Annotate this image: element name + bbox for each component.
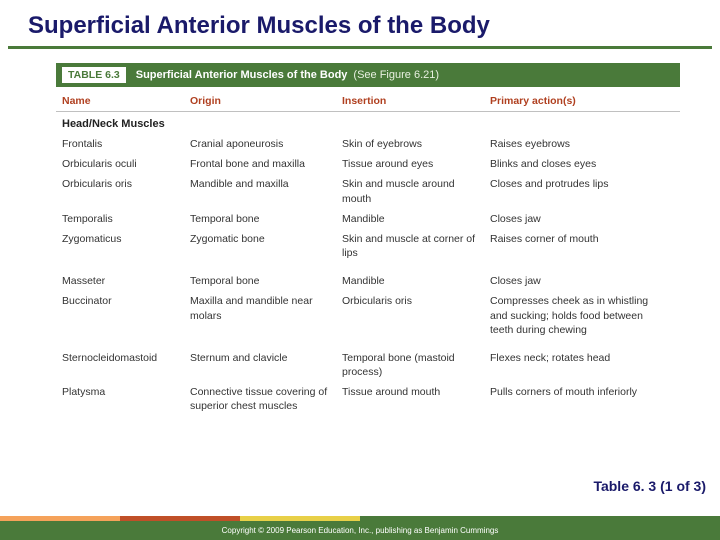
table-row: MasseterTemporal boneMandibleCloses jaw: [56, 271, 680, 291]
cell-name: Buccinator: [62, 294, 190, 337]
table-row: Orbicularis orisMandible and maxillaSkin…: [56, 174, 680, 208]
table-header-title: Superficial Anterior Muscles of the Body: [136, 69, 348, 81]
cell-insertion: Tissue around eyes: [342, 157, 490, 171]
cell-action: Raises eyebrows: [490, 137, 674, 151]
cell-insertion: Skin and muscle at corner of lips: [342, 232, 490, 260]
cell-insertion: Tissue around mouth: [342, 385, 490, 413]
cell-origin: Temporal bone: [190, 212, 342, 226]
table-row: ZygomaticusZygomatic boneSkin and muscle…: [56, 229, 680, 263]
table-number-badge: TABLE 6.3: [62, 67, 126, 83]
cell-name: Masseter: [62, 274, 190, 288]
table-row: SternocleidomastoidSternum and clavicleT…: [56, 348, 680, 382]
col-header-action: Primary action(s): [490, 95, 674, 107]
col-header-origin: Origin: [190, 95, 342, 107]
cell-origin: Maxilla and mandible near molars: [190, 294, 342, 337]
table-header-bar: TABLE 6.3 Superficial Anterior Muscles o…: [56, 63, 680, 87]
cell-insertion: Orbicularis oris: [342, 294, 490, 337]
cell-origin: Temporal bone: [190, 274, 342, 288]
table-container: TABLE 6.3 Superficial Anterior Muscles o…: [56, 63, 680, 417]
table-row: TemporalisTemporal boneMandibleCloses ja…: [56, 209, 680, 229]
cell-insertion: Temporal bone (mastoid process): [342, 351, 490, 379]
table-header-ref: (See Figure 6.21): [353, 69, 439, 81]
cell-insertion: Skin and muscle around mouth: [342, 177, 490, 205]
section-heading: Head/Neck Muscles: [56, 112, 680, 134]
cell-origin: Sternum and clavicle: [190, 351, 342, 379]
table-caption: Table 6. 3 (1 of 3): [593, 478, 706, 494]
title-underline: [8, 46, 712, 49]
cell-name: Platysma: [62, 385, 190, 413]
table-body: FrontalisCranial aponeurosisSkin of eyeb…: [56, 134, 680, 417]
cell-name: Orbicularis oris: [62, 177, 190, 205]
cell-action: Closes and protrudes lips: [490, 177, 674, 205]
col-header-insertion: Insertion: [342, 95, 490, 107]
cell-action: Blinks and closes eyes: [490, 157, 674, 171]
cell-origin: Zygomatic bone: [190, 232, 342, 260]
cell-insertion: Mandible: [342, 212, 490, 226]
cell-insertion: Mandible: [342, 274, 490, 288]
cell-name: Sternocleidomastoid: [62, 351, 190, 379]
cell-origin: Mandible and maxilla: [190, 177, 342, 205]
table-row: Orbicularis oculiFrontal bone and maxill…: [56, 154, 680, 174]
cell-origin: Cranial aponeurosis: [190, 137, 342, 151]
table-row: PlatysmaConnective tissue covering of su…: [56, 382, 680, 416]
cell-action: Closes jaw: [490, 274, 674, 288]
column-headers: Name Origin Insertion Primary action(s): [56, 87, 680, 112]
cell-name: Temporalis: [62, 212, 190, 226]
cell-insertion: Skin of eyebrows: [342, 137, 490, 151]
cell-name: Orbicularis oculi: [62, 157, 190, 171]
cell-origin: Connective tissue covering of superior c…: [190, 385, 342, 413]
cell-origin: Frontal bone and maxilla: [190, 157, 342, 171]
col-header-name: Name: [62, 95, 190, 107]
cell-name: Frontalis: [62, 137, 190, 151]
cell-action: Compresses cheek as in whistling and suc…: [490, 294, 674, 337]
cell-action: Flexes neck; rotates head: [490, 351, 674, 379]
slide-title: Superficial Anterior Muscles of the Body: [0, 0, 720, 46]
cell-name: Zygomaticus: [62, 232, 190, 260]
copyright-bar: Copyright © 2009 Pearson Education, Inc.…: [0, 521, 720, 540]
cell-action: Pulls corners of mouth inferiorly: [490, 385, 674, 413]
cell-action: Closes jaw: [490, 212, 674, 226]
cell-action: Raises corner of mouth: [490, 232, 674, 260]
table-row: FrontalisCranial aponeurosisSkin of eyeb…: [56, 134, 680, 154]
table-row: BuccinatorMaxilla and mandible near mola…: [56, 291, 680, 340]
